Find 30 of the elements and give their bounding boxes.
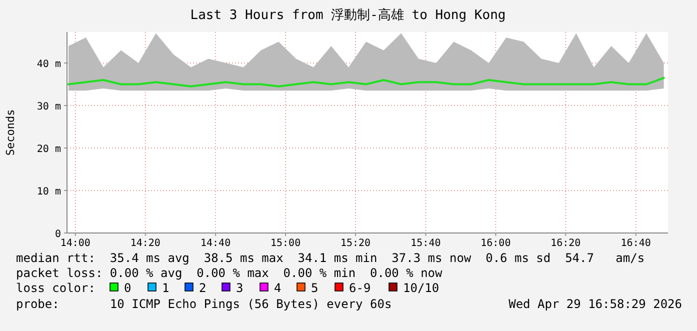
x-tick-label: 14:40 (200, 238, 231, 249)
text: 1 (162, 281, 170, 295)
x-tick-label: 15:40 (410, 238, 441, 249)
y-tick-label: 30 m (36, 102, 61, 113)
text: 3 (236, 281, 244, 295)
line-series (67, 76, 665, 88)
y-tick-label: 10 m (36, 186, 61, 198)
x-tick-label: 15:20 (340, 238, 371, 249)
text: 6-9 (349, 281, 371, 295)
x-tick-label: 14:20 (130, 238, 160, 249)
chart-title: Last 3 Hours from 浮動制-高雄 to Hong Kong (190, 7, 506, 23)
text: probe: 10 ICMP Echo Pings (56 Bytes) every 60s (16, 297, 392, 311)
text: loss color: (16, 281, 96, 295)
y-axis-title: Seconds (4, 109, 17, 156)
x-tick-label: 14:00 (60, 238, 90, 249)
y-tick-label: 20 m (36, 144, 61, 156)
text: 2 (199, 281, 206, 295)
text: packet loss: 0.00 % avg 0.00 % max 0.00 % min 0.00 % now (16, 266, 444, 280)
text: 0 (124, 281, 132, 295)
text: 10/10 (403, 281, 440, 295)
y-tick-label: 0 (54, 229, 61, 240)
x-tick-label: 16:40 (620, 238, 651, 249)
text: 4 (274, 281, 282, 295)
x-tick-label: 16:00 (480, 238, 511, 249)
text: Wed Apr 29 16:58:29 2026 (508, 297, 682, 311)
x-tick-label: 15:00 (270, 238, 301, 249)
y-tick-label: 40 m (36, 59, 61, 70)
x-tick-label: 16:20 (550, 238, 581, 249)
text: 5 (311, 281, 318, 295)
text: median rtt: 35.4 ms avg 38.5 ms max 34.1 ms min 37.3 ms now 0.6 ms sd 54.7 am/s (16, 251, 645, 265)
